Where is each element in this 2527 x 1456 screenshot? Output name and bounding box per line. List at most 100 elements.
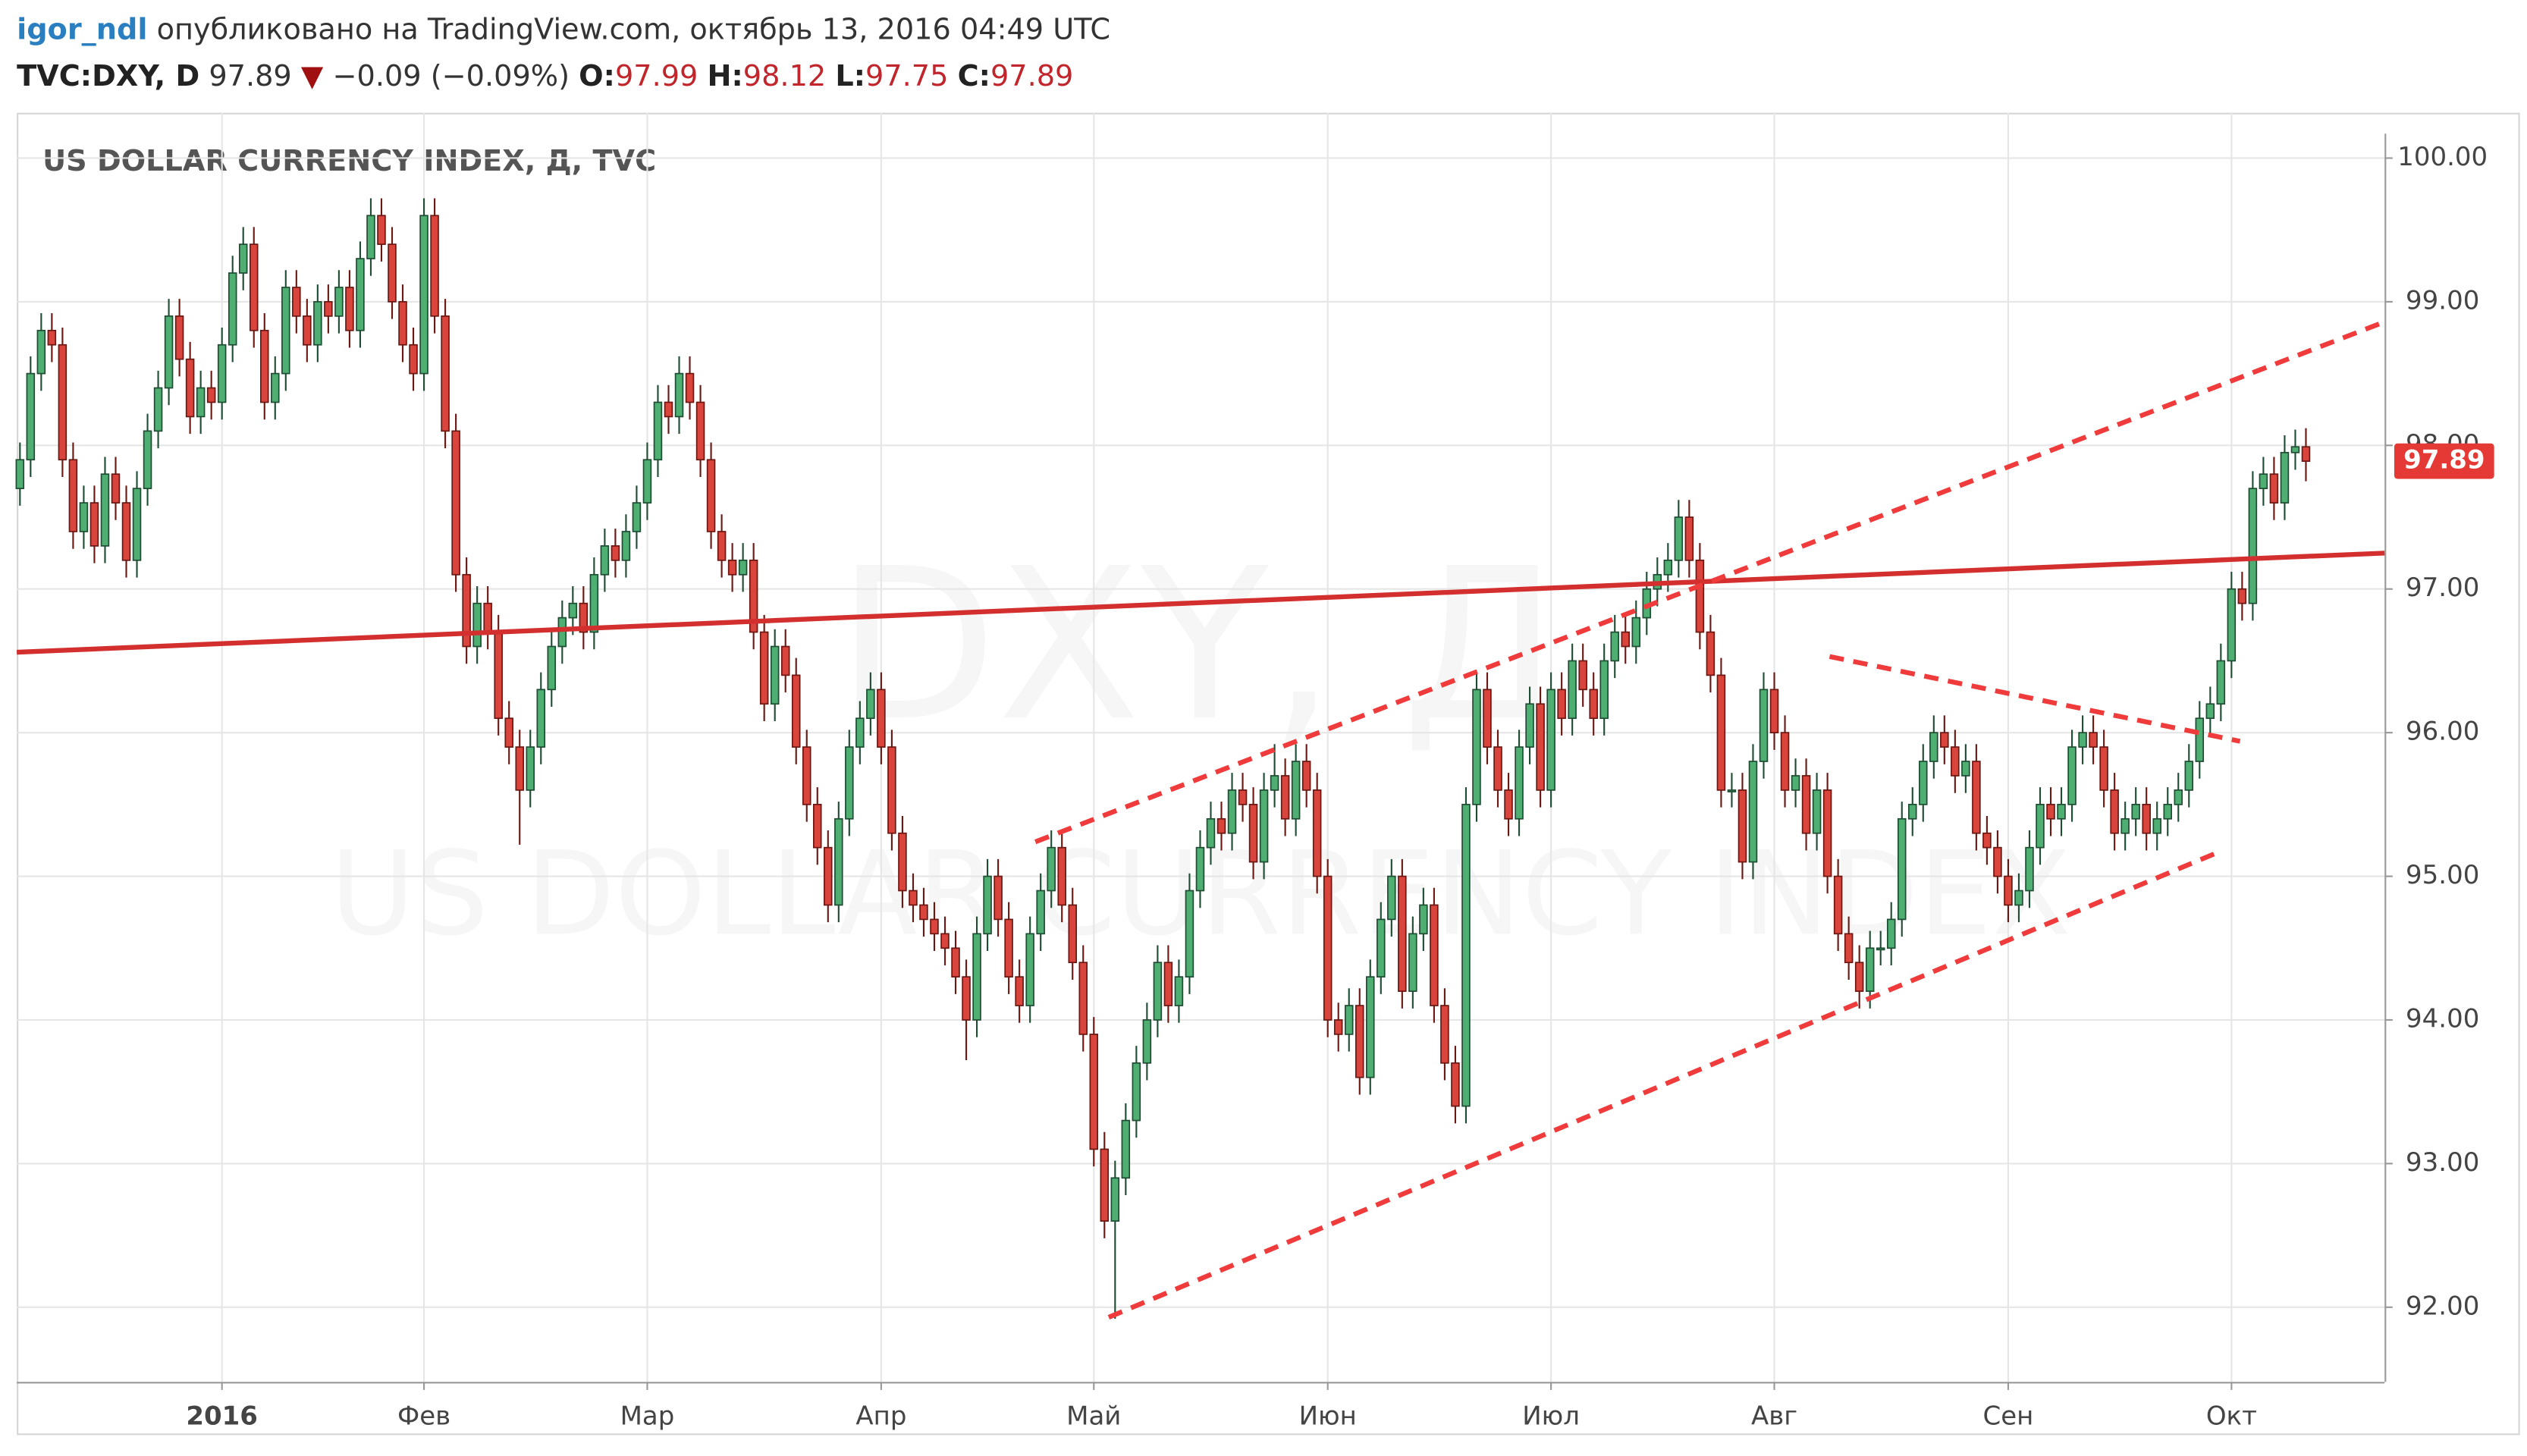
candle-body bbox=[1163, 962, 1173, 1006]
candle-body bbox=[2163, 804, 2172, 820]
candle-body bbox=[1068, 904, 1077, 964]
candle-body bbox=[706, 459, 716, 532]
candle-body bbox=[260, 329, 269, 403]
candle-body bbox=[1940, 732, 1949, 748]
low-value: 97.75 bbox=[865, 59, 948, 93]
candle-body bbox=[111, 473, 121, 504]
candle-body bbox=[898, 832, 907, 892]
candle-body bbox=[2269, 473, 2279, 504]
candle-body bbox=[1377, 918, 1386, 977]
x-tick-label: Сен bbox=[1983, 1401, 2034, 1432]
candle-body bbox=[1610, 631, 1619, 662]
candle-body bbox=[674, 372, 684, 418]
candle-body bbox=[143, 430, 152, 489]
candle-body bbox=[1270, 775, 1279, 791]
candle-body bbox=[536, 689, 546, 748]
candle-body bbox=[919, 904, 928, 921]
x-tick-label: Апр bbox=[855, 1401, 906, 1432]
candle-body bbox=[1472, 689, 1481, 805]
candle-body bbox=[930, 918, 939, 935]
candle-body bbox=[909, 890, 918, 906]
candle-body bbox=[153, 387, 163, 432]
candle-body bbox=[1684, 516, 1694, 561]
candle-body bbox=[557, 617, 567, 648]
candle-body bbox=[388, 243, 397, 303]
candle-body bbox=[1206, 817, 1216, 849]
candle-body bbox=[749, 559, 758, 633]
candle-body bbox=[271, 372, 280, 403]
candle-body bbox=[1259, 789, 1269, 863]
candle-body bbox=[802, 746, 811, 805]
candle-body bbox=[1706, 631, 1716, 676]
candle-body bbox=[1631, 617, 1641, 648]
candle-body bbox=[1025, 933, 1034, 1006]
chart-frame bbox=[17, 112, 2520, 1436]
candle-body bbox=[1929, 732, 1938, 762]
candle-body bbox=[1833, 875, 1843, 935]
candle-body bbox=[1366, 976, 1375, 1078]
open-value: 97.99 bbox=[615, 59, 698, 93]
open-label: O: bbox=[579, 59, 615, 93]
candle-body bbox=[2237, 588, 2247, 604]
candle-body bbox=[2152, 817, 2161, 834]
candle-body bbox=[79, 502, 89, 532]
candle-body bbox=[1216, 817, 1226, 834]
candle-body bbox=[1355, 1005, 1364, 1078]
candle-body bbox=[2014, 890, 2023, 906]
candle-body bbox=[1333, 1019, 1343, 1035]
candle-body bbox=[2301, 446, 2311, 462]
author[interactable]: igor_ndl bbox=[17, 13, 147, 46]
close-value: 97.89 bbox=[990, 59, 1073, 93]
candle-body bbox=[419, 215, 428, 375]
candle-body bbox=[1121, 1119, 1131, 1179]
candle-body bbox=[292, 287, 301, 317]
candle-body bbox=[398, 301, 407, 346]
candle-body bbox=[15, 459, 25, 489]
candle-body bbox=[1461, 804, 1471, 1107]
candle-body bbox=[2259, 473, 2268, 489]
candle-body bbox=[1344, 1005, 1354, 1035]
candle-body bbox=[1822, 789, 1832, 877]
candle-body bbox=[1769, 689, 1779, 733]
candle-body bbox=[1301, 761, 1311, 791]
candle-body bbox=[770, 645, 780, 705]
quote-line: TVC:DXY, D 97.89 ▼ −0.09 (−0.09%) O:97.9… bbox=[17, 59, 1073, 93]
candle-body bbox=[462, 573, 471, 648]
candle-body bbox=[1195, 846, 1205, 892]
candle-body bbox=[1047, 846, 1056, 892]
candle-body bbox=[1919, 761, 1928, 805]
candle-body bbox=[2227, 588, 2237, 662]
candle-body bbox=[845, 746, 854, 820]
candle-body bbox=[1951, 746, 1960, 777]
candle-body bbox=[2046, 804, 2055, 820]
high-value: 98.12 bbox=[743, 59, 826, 93]
candle-body bbox=[2004, 875, 2013, 906]
candle-body bbox=[1865, 947, 1875, 992]
x-tick-label: Май bbox=[1066, 1401, 1121, 1432]
candle-body bbox=[1291, 761, 1301, 820]
symbol: TVC:DXY, D bbox=[17, 59, 199, 93]
candle-body bbox=[26, 372, 36, 461]
candle-body bbox=[547, 645, 557, 691]
candle-body bbox=[600, 545, 610, 576]
candle-body bbox=[36, 329, 46, 375]
candle-body bbox=[940, 933, 950, 949]
candle-body bbox=[1100, 1148, 1110, 1222]
candle-body bbox=[791, 674, 801, 748]
candle-body bbox=[664, 401, 673, 418]
candle-body bbox=[2089, 732, 2098, 748]
candle-body bbox=[855, 717, 865, 748]
candle-body bbox=[1078, 962, 1088, 1035]
candle-body bbox=[1727, 789, 1737, 792]
high-label: H: bbox=[708, 59, 743, 93]
x-tick-label: Авг bbox=[1751, 1401, 1797, 1432]
candle-body bbox=[887, 746, 896, 834]
candle-body bbox=[217, 344, 227, 403]
candle-body bbox=[1398, 875, 1407, 992]
candle-body bbox=[174, 315, 184, 360]
candle-body bbox=[2099, 746, 2108, 791]
y-tick-label: 96.00 bbox=[2406, 717, 2479, 747]
y-tick-label: 94.00 bbox=[2406, 1003, 2479, 1034]
candle-body bbox=[2248, 488, 2258, 604]
close-label: C: bbox=[958, 59, 990, 93]
